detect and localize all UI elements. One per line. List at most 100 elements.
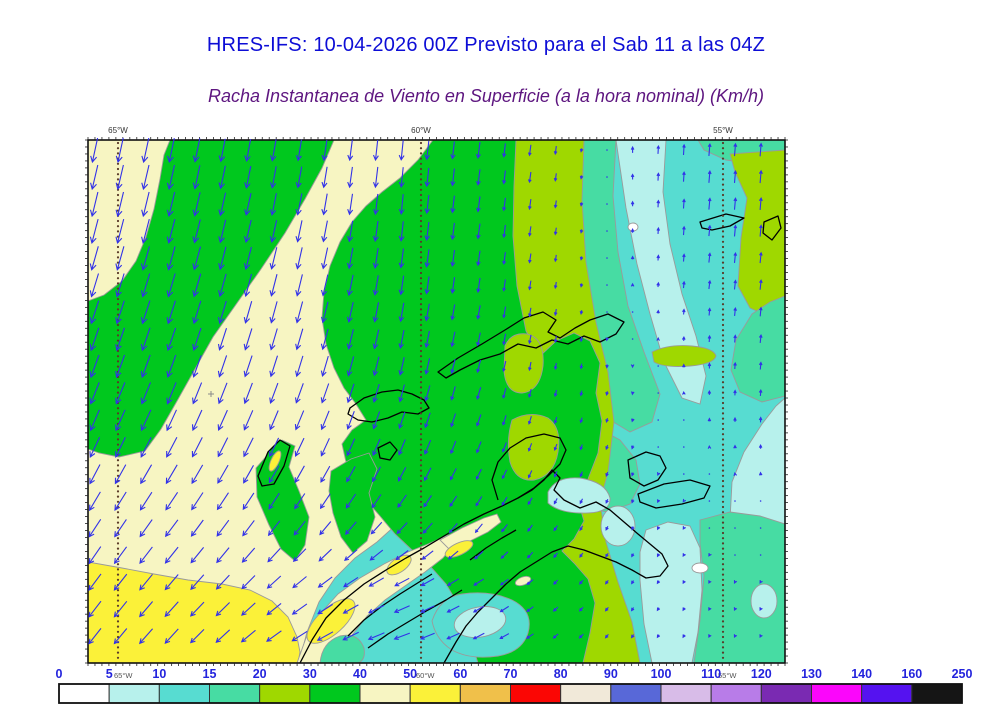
wind-arrow: [215, 574, 230, 590]
wind-arrow: [682, 526, 686, 530]
wind-arrow: [424, 330, 430, 349]
pocket-20-30-a: [503, 333, 544, 394]
wind-arrow: [242, 520, 255, 537]
wind-arrow: [319, 521, 332, 536]
wind-arrow: [218, 165, 226, 190]
wind-arrow: [631, 472, 635, 477]
wind-arrow: [165, 464, 178, 485]
wind-arrow: [759, 579, 763, 584]
wind-arrow: [321, 220, 328, 243]
patch-20-30-topright: [729, 149, 785, 317]
wind-arrow: [295, 220, 303, 243]
wind-arrow: [372, 383, 380, 404]
wind-arrow: [553, 335, 558, 344]
wind-arrow: [190, 574, 205, 591]
wind-arrow: [682, 363, 686, 368]
wind-arrow: [269, 220, 278, 243]
wind-arrow: [758, 444, 763, 449]
wind-arrow: [140, 464, 153, 485]
wind-arrow: [372, 139, 379, 162]
wind-arrow: [733, 444, 737, 449]
wind-arrow: [372, 356, 380, 377]
wind-arrow: [166, 164, 176, 191]
wind-arrow: [630, 607, 635, 612]
wind-arrow: [243, 437, 254, 458]
wind-arrow: [192, 327, 202, 352]
wind-arrow: [733, 580, 738, 584]
wind-arrow: [419, 632, 435, 640]
wind-arrow: [243, 301, 253, 324]
coastline: [491, 433, 567, 501]
wind-arrow: [398, 167, 405, 188]
wind-arrow: [605, 364, 609, 369]
wind-arrow: [579, 417, 583, 424]
wind-arrow: [269, 247, 278, 270]
wind-arrow: [241, 547, 256, 563]
wind-arrow: [371, 494, 382, 509]
wind-arrow: [215, 629, 231, 643]
lon-label-top: 60°W: [411, 126, 431, 135]
colorbar-tick-label: 130: [801, 667, 822, 681]
wind-arrow: [758, 471, 763, 476]
wind-arrow: [216, 492, 229, 511]
wind-arrow: [372, 302, 380, 323]
wind-arrow: [190, 547, 205, 564]
wind-arrow: [552, 606, 559, 612]
wind-arrow: [368, 577, 384, 587]
coastline: [299, 469, 669, 663]
wind-arrow: [269, 382, 279, 404]
wind-arrow: [656, 254, 661, 261]
wind-arrow: [527, 443, 533, 452]
wind-arrow: [501, 524, 508, 533]
wind-arrow: [758, 196, 763, 210]
wind-arrow: [241, 575, 256, 590]
wind-arrow: [395, 550, 409, 561]
colorbar-tick-label: 250: [952, 667, 973, 681]
wind-arrow: [579, 310, 584, 315]
wind-arrow: [321, 166, 328, 189]
wind-arrow: [424, 303, 430, 322]
wind-arrow: [345, 493, 357, 509]
wind-arrow: [656, 553, 661, 558]
wind-arrow: [733, 224, 738, 237]
colorbar-tick-label: 120: [751, 667, 772, 681]
wind-arrow: [243, 410, 254, 431]
wind-arrow: [578, 606, 584, 612]
wind-arrow: [243, 246, 252, 271]
wind-arrow: [528, 334, 532, 345]
wind-arrow: [733, 361, 737, 370]
wind-arrow: [317, 603, 333, 615]
wind-arrow: [240, 629, 256, 643]
wind-arrow: [424, 249, 430, 268]
colorbar-tick-label: 30: [303, 667, 317, 681]
wind-arrow: [115, 327, 125, 352]
wind-arrow: [579, 148, 584, 153]
map-markers: [208, 391, 214, 397]
wind-arrow: [553, 254, 558, 263]
wind-arrow: [372, 466, 381, 483]
wind-arrow: [217, 300, 227, 325]
wind-arrow: [344, 549, 358, 562]
wind-arrow: [269, 166, 277, 189]
wind-arrow: [295, 301, 304, 324]
wind-arrow: [218, 273, 227, 298]
wind-arrow: [758, 169, 763, 184]
wind-arrow: [294, 437, 305, 457]
wind-arrow: [217, 355, 228, 378]
wind-arrow: [295, 328, 304, 351]
wind-arrow: [292, 576, 307, 589]
wind-arrow: [140, 409, 152, 432]
wind-arrow: [372, 275, 379, 296]
colorbar-segment-15: [209, 683, 261, 704]
core-5-10-a: [453, 606, 507, 638]
wind-arrow: [320, 301, 329, 324]
wind-arrow: [394, 577, 410, 587]
wind-arrow: [217, 382, 228, 405]
wind-arrow: [139, 628, 154, 645]
wind-arrow: [527, 524, 533, 532]
colorbar-tick-label: 50: [403, 667, 417, 681]
wind-arrow: [192, 355, 202, 378]
colorbar-tick-label: 70: [504, 667, 518, 681]
wind-arrow: [218, 192, 227, 217]
patch-15-20-right: [730, 295, 785, 403]
